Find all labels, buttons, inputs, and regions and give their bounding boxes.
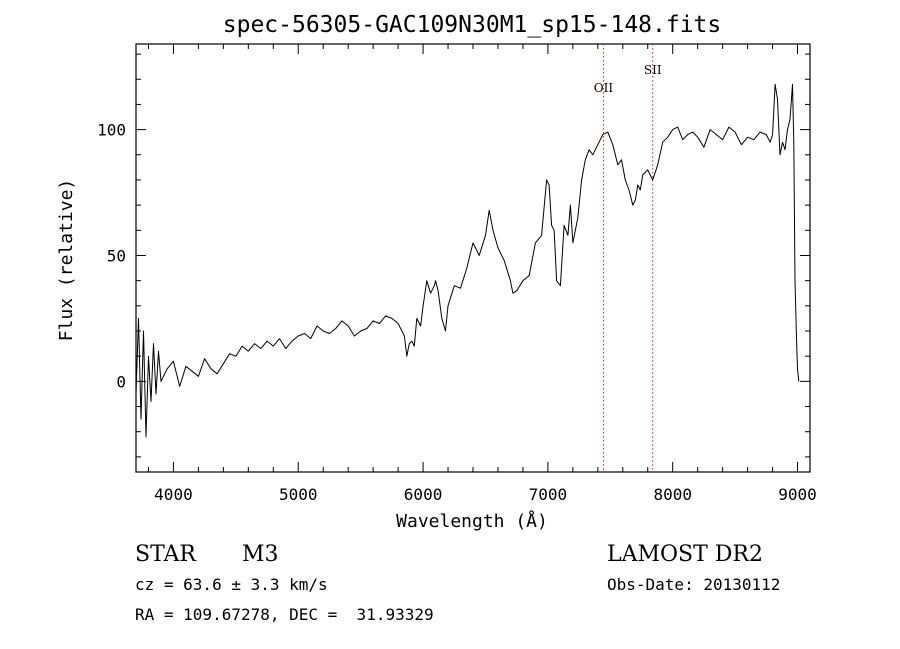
plot-border <box>135 43 811 473</box>
emission-line-label: OII <box>594 81 614 95</box>
obs-date: Obs-Date: 20130112 <box>607 575 780 594</box>
x-tick-label: 8000 <box>653 485 692 504</box>
emission-line-markers: OII SII <box>594 44 662 472</box>
object-subclass: M3 <box>242 542 279 567</box>
y-axis-ticks: 0 50 100 <box>97 53 810 458</box>
x-axis-ticks: 4000 5000 6000 7000 8000 9000 <box>147 44 817 504</box>
x-axis-label: Wavelength (Å) <box>396 510 548 532</box>
survey-name: LAMOST DR2 <box>607 542 763 567</box>
spectrum-line <box>135 83 800 438</box>
y-axis-label: Flux (relative) <box>56 179 77 342</box>
y-tick-label: 0 <box>116 372 126 391</box>
x-tick-label: 4000 <box>154 485 193 504</box>
x-tick-label: 7000 <box>529 485 568 504</box>
x-tick-label: 5000 <box>279 485 318 504</box>
x-tick-label: 6000 <box>404 485 443 504</box>
coordinates-info: RA = 109.67278, DEC = 31.93329 <box>135 605 434 624</box>
x-tick-label: 9000 <box>778 485 817 504</box>
redshift-info: cz = 63.6 ± 3.3 km/s <box>135 575 328 594</box>
chart-title: spec-56305-GAC109N30M1_sp15-148.fits <box>223 12 722 38</box>
emission-line-label: SII <box>644 63 662 77</box>
y-tick-label: 50 <box>107 246 126 265</box>
object-class: STAR <box>135 542 197 567</box>
y-tick-label: 100 <box>97 121 126 140</box>
plot-frame <box>135 43 811 473</box>
